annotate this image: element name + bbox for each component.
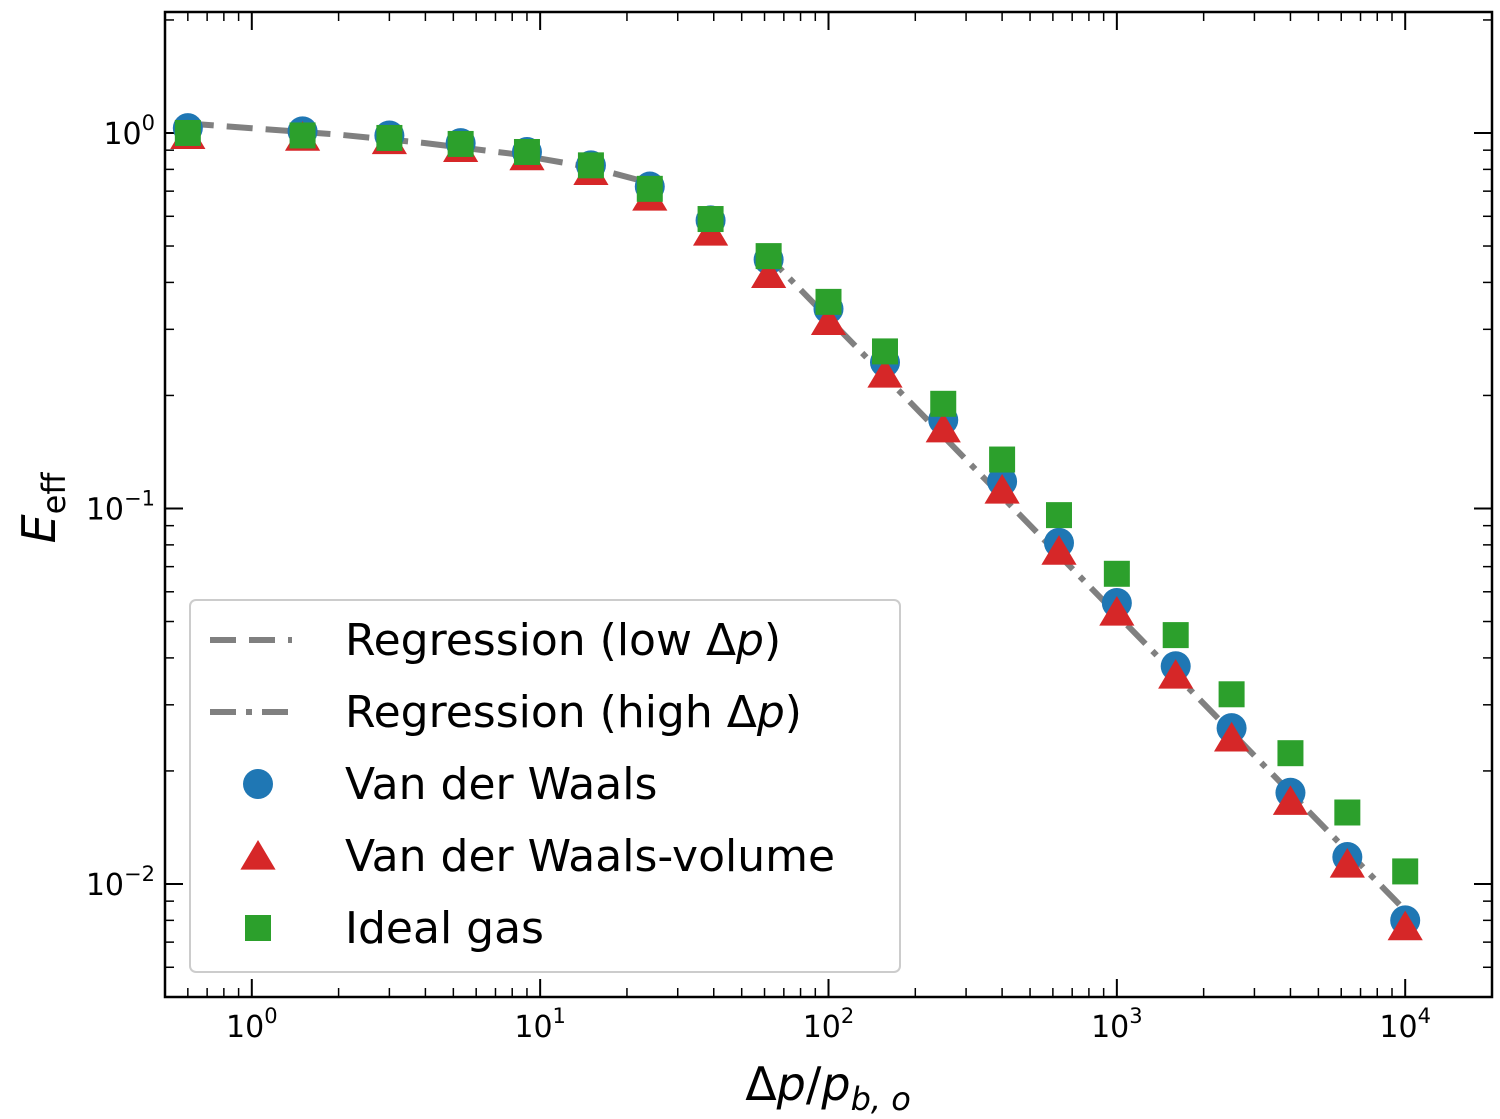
ideal-gas-point	[289, 122, 316, 149]
ideal-gas-point	[513, 138, 540, 165]
legend-entry: Ideal gas	[245, 903, 544, 954]
series-square	[174, 119, 1419, 885]
ideal-gas-point	[577, 152, 604, 179]
vdw-volume-point	[810, 305, 847, 335]
x-tick-label: 101	[514, 1004, 566, 1045]
vdw-volume-point	[1387, 910, 1423, 941]
legend-entry: Regression (high Δp)	[210, 687, 802, 738]
legend-label: Ideal gas	[345, 903, 544, 954]
y-tick-label: 10−1	[86, 486, 155, 527]
ideal-gas-point	[815, 288, 842, 315]
ideal-gas-point	[755, 243, 782, 270]
ideal-gas-point	[871, 338, 898, 365]
vdw-volume-point	[1213, 721, 1250, 752]
y-tick-label: 10−2	[86, 862, 155, 903]
ideal-gas-point	[1334, 799, 1361, 826]
legend-label: Regression (low Δp)	[345, 615, 781, 666]
ideal-gas-point	[174, 119, 201, 146]
legend-label: Regression (high Δp)	[345, 687, 802, 738]
vdw-volume-point	[1158, 659, 1194, 689]
legend-entry: Van der Waals-volume	[240, 831, 835, 882]
x-axis-title: Δp/pb, o	[745, 1057, 911, 1118]
legend-label: Van der Waals	[345, 759, 657, 810]
vdw-volume-point	[1329, 848, 1365, 878]
x-tick-label: 100	[226, 1004, 278, 1045]
minor-ticks	[165, 12, 1492, 997]
ideal-gas-point	[1392, 858, 1419, 885]
legend-entry: Van der Waals	[243, 759, 657, 810]
ideal-gas-point	[1277, 740, 1304, 767]
legend-square-swatch	[245, 915, 271, 941]
plot-frame	[163, 10, 1494, 999]
ideal-gas-point	[1162, 622, 1189, 649]
y-tick-label: 100	[103, 111, 155, 152]
x-tick-label: 103	[1091, 1004, 1143, 1045]
vdw-volume-point	[1099, 596, 1135, 626]
ideal-gas-point	[697, 206, 724, 233]
ideal-gas-point	[447, 130, 474, 157]
vdw-volume-point	[867, 358, 903, 388]
ideal-gas-point	[636, 175, 663, 202]
vdw-volume-point	[751, 258, 787, 289]
legend: Regression (low Δp) Regression (high Δp) V…	[189, 599, 901, 973]
legend-entry: Regression (low Δp)	[210, 615, 781, 666]
vdw-volume-point	[984, 473, 1020, 504]
legend-triangle-swatch	[240, 840, 276, 870]
ideal-gas-point	[376, 124, 403, 151]
x-tick-label: 104	[1379, 1004, 1431, 1045]
ideal-gas-point	[989, 446, 1016, 473]
tick-labels: 100 101 102 103 104 100 10−1 10−2	[86, 111, 1431, 1045]
ideal-gas-point	[1045, 502, 1072, 529]
legend-circle-swatch	[243, 769, 273, 799]
major-ticks	[165, 12, 1492, 997]
vdw-volume-point	[1272, 785, 1309, 815]
vdw-volume-point	[1041, 535, 1077, 565]
legend-entries: Regression (low Δp) Regression (high Δp) V…	[210, 615, 835, 954]
ideal-gas-point	[1103, 560, 1130, 587]
vdw-volume-point	[925, 412, 961, 443]
ideal-gas-point	[1218, 681, 1245, 708]
ideal-gas-point	[930, 390, 957, 417]
data-markers	[170, 113, 1423, 941]
legend-box	[189, 599, 901, 973]
y-axis-title: Eeff	[12, 472, 73, 544]
x-tick-label: 102	[803, 1004, 855, 1045]
legend-label: Van der Waals-volume	[345, 831, 835, 882]
